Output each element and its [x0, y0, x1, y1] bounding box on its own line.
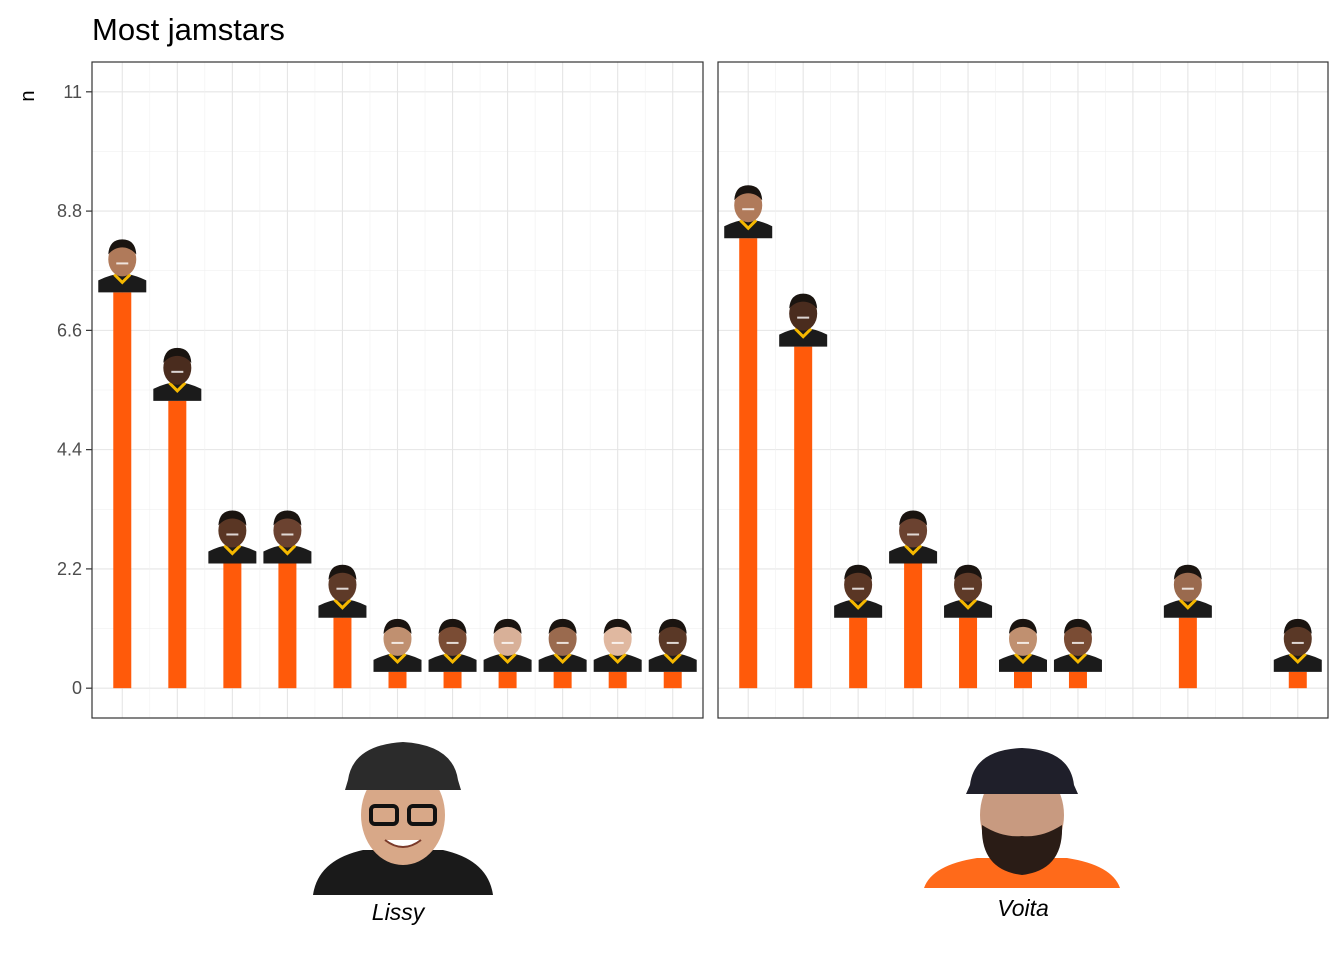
- bar: [443, 671, 462, 689]
- player-headshot: [263, 510, 312, 564]
- panel-lissy: [91, 61, 704, 719]
- player-headshot: [538, 618, 587, 672]
- player-headshot: [1053, 618, 1102, 672]
- player-headshot: [373, 618, 422, 672]
- player-headshot: [944, 564, 993, 618]
- bar: [168, 400, 187, 689]
- bar: [223, 563, 242, 689]
- player-headshot: [483, 618, 532, 672]
- bar: [498, 671, 517, 689]
- y-tick-label: 4.4: [57, 440, 82, 460]
- panel-bars: [724, 185, 1322, 689]
- bar: [904, 563, 923, 689]
- voita-avatar: [924, 748, 1120, 888]
- person-label-lissy: Lissy: [372, 899, 426, 925]
- y-tick-label: 6.6: [57, 320, 82, 340]
- bar: [278, 563, 297, 689]
- panel-bars: [98, 239, 697, 689]
- player-headshot: [999, 618, 1047, 672]
- player-headshot: [889, 510, 938, 564]
- bar: [333, 617, 352, 689]
- bar: [1068, 671, 1087, 689]
- bar: [388, 671, 407, 689]
- bar: [1014, 671, 1032, 689]
- player-headshot: [779, 293, 828, 347]
- y-tick-label: 2.2: [57, 559, 82, 579]
- bar: [113, 292, 132, 689]
- player-headshot: [318, 564, 367, 618]
- bar: [553, 671, 572, 689]
- player-headshot: [1163, 564, 1212, 618]
- bar: [663, 671, 682, 689]
- player-headshot: [1273, 618, 1322, 672]
- y-tick-label: 11: [63, 82, 82, 102]
- bar: [1288, 671, 1307, 689]
- player-headshot: [98, 239, 147, 293]
- y-tick-label: 0: [72, 678, 82, 698]
- y-axis-title: n: [17, 90, 39, 101]
- bar: [608, 671, 627, 689]
- y-tick-label: 8.8: [57, 201, 82, 221]
- panel-frame: [717, 61, 1329, 719]
- bar: [794, 346, 813, 689]
- player-headshot: [834, 564, 883, 618]
- lissy-avatar: [313, 742, 493, 895]
- chart-title: Most jamstars: [92, 12, 285, 47]
- person-label-voita: Voita: [997, 895, 1049, 921]
- bar: [849, 617, 868, 689]
- bar: [959, 617, 978, 689]
- player-headshot: [208, 510, 257, 564]
- bar: [1178, 617, 1197, 689]
- y-axis: 0 2.2 4.4 6.6 8.8 11: [57, 82, 92, 698]
- player-headshot: [428, 618, 477, 672]
- player-headshot: [153, 347, 202, 401]
- panel-voita: [717, 61, 1329, 719]
- panel-frame: [91, 61, 704, 719]
- player-headshot: [593, 618, 642, 672]
- bar: [739, 238, 758, 689]
- player-headshot: [648, 618, 697, 672]
- player-headshot: [724, 185, 773, 239]
